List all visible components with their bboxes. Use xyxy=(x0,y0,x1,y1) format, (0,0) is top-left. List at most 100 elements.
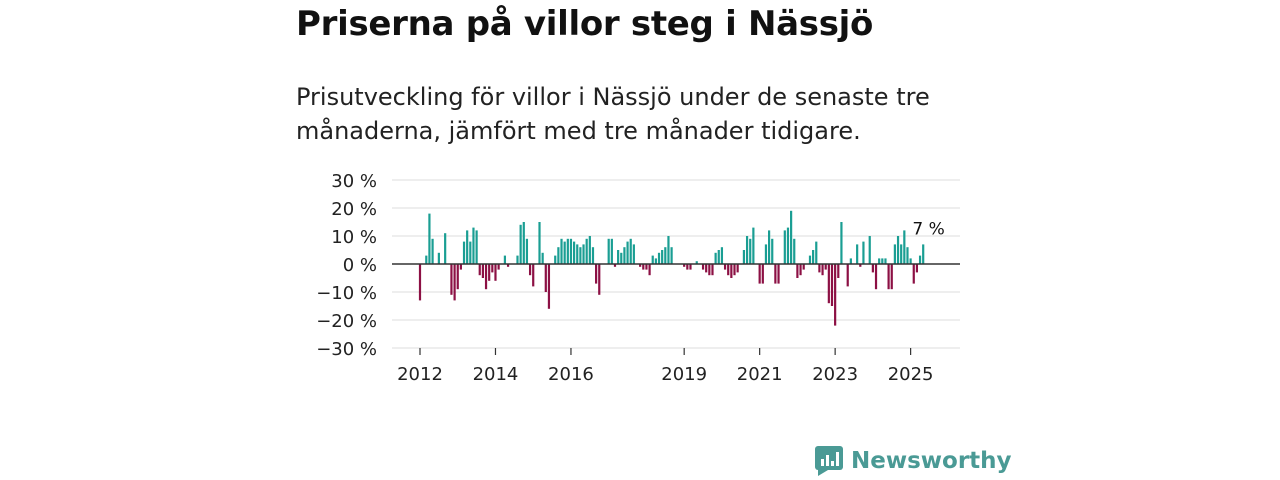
bar xyxy=(425,255,428,264)
bar xyxy=(582,244,585,264)
bar xyxy=(859,264,862,267)
bar xyxy=(453,264,456,301)
gridlines xyxy=(392,179,960,349)
y-tick-label: −30 % xyxy=(316,339,377,360)
bar xyxy=(506,264,510,267)
bar xyxy=(428,213,431,264)
x-tick-label: 2023 xyxy=(812,364,858,385)
bar xyxy=(516,255,519,264)
bar xyxy=(906,247,909,264)
bar xyxy=(466,230,469,264)
bar xyxy=(538,222,541,264)
bar xyxy=(569,238,573,264)
bar xyxy=(723,264,727,270)
bar xyxy=(525,238,529,264)
bar xyxy=(613,264,617,267)
bar xyxy=(790,210,793,264)
bar xyxy=(686,264,689,270)
bar xyxy=(711,264,714,276)
bar xyxy=(918,255,922,264)
bar xyxy=(808,255,812,264)
bar xyxy=(758,264,761,284)
bar xyxy=(849,258,852,264)
bar xyxy=(771,238,774,264)
bar xyxy=(749,238,752,264)
bar xyxy=(887,264,890,290)
bar xyxy=(667,236,670,264)
bar-chart: 30 %20 %10 %0 %−10 %−20 %−30 % 2012 2014 2… xyxy=(316,171,960,385)
bar xyxy=(862,241,865,264)
bar xyxy=(519,224,522,264)
bar xyxy=(761,264,764,284)
bar xyxy=(579,247,582,264)
y-tick-label: −10 % xyxy=(316,283,377,304)
bar xyxy=(878,258,881,264)
brand-name: Newsworthy xyxy=(851,448,1012,474)
bar xyxy=(494,264,497,281)
bar xyxy=(890,264,893,290)
x-axis-tick-labels: 2012 2014 2016 2019 2021 2023 2025 xyxy=(397,348,934,385)
bar xyxy=(547,264,551,309)
latest-value-label: 7 % xyxy=(912,219,944,239)
bar xyxy=(774,264,777,284)
bar xyxy=(705,264,708,273)
bar xyxy=(532,264,535,287)
y-tick-label: 20 % xyxy=(331,199,377,220)
bar xyxy=(491,264,494,273)
bar xyxy=(497,264,500,270)
brand-logo: Newsworthy xyxy=(815,446,1012,476)
bar xyxy=(912,264,915,284)
bar xyxy=(695,261,698,264)
bar xyxy=(815,241,818,264)
bar xyxy=(893,244,896,264)
x-tick-label: 2019 xyxy=(661,364,707,385)
bar xyxy=(874,264,878,290)
bar xyxy=(714,252,717,264)
x-tick-label: 2014 xyxy=(473,364,519,385)
bar xyxy=(733,264,736,276)
bar xyxy=(802,264,805,270)
bar xyxy=(541,252,544,264)
bar xyxy=(544,264,547,292)
bar xyxy=(607,238,610,264)
bar xyxy=(522,222,525,264)
bar xyxy=(884,258,887,264)
bar xyxy=(620,252,623,264)
bar xyxy=(475,230,478,264)
bar xyxy=(648,264,651,276)
bar xyxy=(745,236,749,264)
bar xyxy=(591,247,595,264)
bar xyxy=(617,250,620,264)
bar xyxy=(683,264,686,267)
bar xyxy=(488,264,491,281)
bar xyxy=(588,236,591,264)
bar xyxy=(793,238,796,264)
bar xyxy=(661,250,664,264)
bar xyxy=(431,238,434,264)
bar xyxy=(856,244,859,264)
bar xyxy=(783,230,786,264)
y-tick-label: −20 % xyxy=(316,311,377,332)
bar xyxy=(484,264,488,290)
bar xyxy=(689,264,692,270)
bar xyxy=(645,264,648,270)
bar xyxy=(576,244,579,264)
bar xyxy=(642,264,645,270)
bar xyxy=(846,264,849,287)
chart-title: Priserna på villor steg i Nässjö xyxy=(296,4,874,44)
bar xyxy=(736,264,739,273)
bar xyxy=(818,264,821,273)
bar xyxy=(595,264,598,284)
bar xyxy=(881,258,884,264)
bar xyxy=(557,247,560,264)
bar xyxy=(418,264,422,301)
bar xyxy=(456,264,459,290)
bar xyxy=(632,244,635,264)
x-tick-label: 2016 xyxy=(548,364,594,385)
bar xyxy=(799,264,802,276)
bar xyxy=(450,264,453,295)
bar xyxy=(629,238,632,264)
bar xyxy=(786,227,790,264)
bar xyxy=(821,264,824,276)
bar xyxy=(437,252,440,264)
